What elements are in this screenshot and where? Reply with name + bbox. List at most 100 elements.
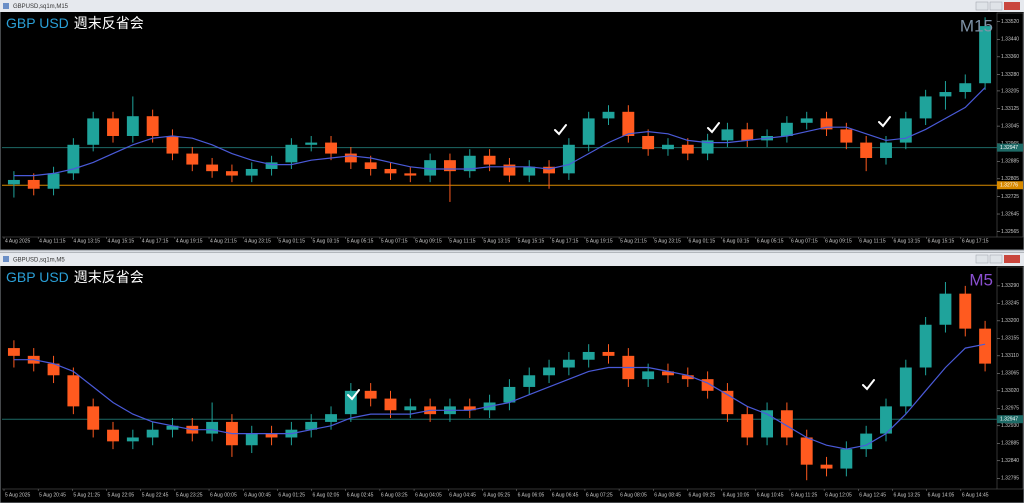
y-tick-label: 1.32645 (1001, 211, 1019, 217)
candle-body (7, 348, 20, 356)
y-tick-label: 1.32805 (1001, 176, 1019, 182)
candle-body (979, 26, 992, 84)
x-tick-label: 5 Aug 2025 (5, 492, 31, 498)
x-tick-label: 6 Aug 11:25 (791, 492, 818, 498)
candle-body (582, 118, 595, 145)
check-marks (347, 116, 891, 401)
candle-body (305, 421, 318, 430)
x-tick-label: 6 Aug 10:45 (757, 492, 784, 498)
x-tick-label: 6 Aug 07:15 (791, 238, 818, 244)
candle-body (681, 144, 694, 154)
candle-body (87, 118, 100, 145)
price-scale (996, 12, 1024, 238)
candle-body (899, 118, 912, 143)
x-tick-label: 5 Aug 20:45 (39, 492, 66, 498)
price-scale (996, 266, 1024, 490)
candle-body (146, 429, 159, 438)
candle-body (662, 144, 674, 150)
timeframe-label: M15 (960, 16, 993, 35)
price-level-tag (997, 143, 1023, 152)
title-bar[interactable] (0, 0, 1024, 12)
candle-body (562, 144, 575, 174)
window-title: GBPUSD,sq1m,M15 (13, 4, 69, 10)
x-tick-label: 6 Aug 15:15 (928, 238, 955, 244)
y-tick-label: 1.33205 (1001, 88, 1019, 94)
x-tick-label: 6 Aug 13:25 (893, 492, 920, 498)
candle-body (503, 164, 516, 176)
y-tick-label: 1.32930 (1001, 423, 1019, 429)
minimize-button[interactable] (975, 254, 989, 264)
x-tick-label: 5 Aug 22:45 (142, 492, 169, 498)
timeframe-label: M5 (969, 270, 993, 289)
symbol-label: GBP USD 週末反省会 (6, 269, 144, 285)
y-tick-label: 1.32795 (1001, 476, 1019, 482)
candle-body (780, 122, 793, 136)
candle-body (919, 96, 932, 119)
x-tick-label: 6 Aug 04:45 (449, 492, 476, 498)
candle-body (47, 363, 60, 376)
x-tick-label: 6 Aug 04:05 (415, 492, 442, 498)
check-mark (707, 122, 720, 134)
candle-body (721, 129, 734, 141)
candle-body (166, 425, 179, 430)
x-tick-label: 5 Aug 23:15 (654, 238, 681, 244)
x-tick-label: 6 Aug 14:45 (962, 492, 989, 498)
y-tick-label: 1.32840 (1001, 458, 1019, 464)
title-bar[interactable] (0, 253, 1024, 266)
x-tick-label: 6 Aug 02:05 (313, 492, 340, 498)
candle-body (602, 111, 615, 119)
x-tick-label: 6 Aug 08:45 (654, 492, 681, 498)
x-tick-label: 5 Aug 05:15 (347, 238, 374, 244)
y-tick-label: 1.33520 (1001, 19, 1019, 25)
candle-body (800, 437, 813, 465)
candle-body (523, 166, 536, 176)
x-tick-label: 6 Aug 05:25 (483, 492, 510, 498)
x-tick-label: 5 Aug 19:15 (586, 238, 613, 244)
x-tick-label: 5 Aug 03:15 (313, 238, 340, 244)
candle-body (840, 129, 853, 143)
check-mark (862, 379, 875, 391)
x-tick-label: 5 Aug 22:05 (108, 492, 135, 498)
x-tick-label: 6 Aug 05:15 (757, 238, 784, 244)
minimize-button[interactable] (975, 1, 989, 11)
candle-body (325, 142, 337, 154)
maximize-button[interactable] (989, 254, 1003, 264)
candle-body (67, 144, 80, 174)
x-tick-label: 4 Aug 11:15 (39, 238, 66, 244)
close-button[interactable] (1004, 2, 1020, 10)
candle-body (7, 179, 20, 185)
close-button[interactable] (1004, 255, 1020, 263)
candle-body (840, 449, 853, 469)
candle-body (880, 142, 892, 158)
x-tick-label: 5 Aug 11:15 (449, 238, 476, 244)
x-tick-label: 4 Aug 21:15 (210, 238, 237, 244)
candle-body (959, 83, 972, 93)
price-level-tag (997, 181, 1023, 190)
candle-body (344, 153, 357, 163)
candle-body (206, 421, 219, 434)
x-tick-label: 6 Aug 02:45 (347, 492, 374, 498)
x-tick-label: 5 Aug 13:15 (483, 238, 510, 244)
price-level-tag (997, 415, 1023, 424)
window-frame (0, 252, 1024, 503)
x-tick-label: 6 Aug 00:05 (210, 492, 237, 498)
x-tick-label: 6 Aug 06:45 (552, 492, 579, 498)
candle-body (582, 351, 595, 360)
candle-body (206, 164, 219, 172)
candle-body (761, 410, 774, 438)
x-tick-label: 6 Aug 06:05 (518, 492, 545, 498)
y-tick-label: 1.33045 (1001, 123, 1019, 129)
y-tick-label: 1.33290 (1001, 283, 1019, 289)
candle-body (107, 118, 119, 136)
caption: 週末反省会 (74, 15, 144, 31)
x-tick-label: 6 Aug 03:25 (381, 492, 408, 498)
y-tick-label: 1.33020 (1001, 388, 1019, 394)
maximize-button[interactable] (989, 1, 1003, 11)
candle-body (543, 166, 555, 174)
x-tick-label: 4 Aug 17:15 (142, 238, 169, 244)
x-tick-label: 6 Aug 09:15 (825, 238, 852, 244)
candle-body (265, 162, 278, 169)
caption: 週末反省会 (74, 269, 144, 285)
x-tick-label: 6 Aug 07:25 (586, 492, 613, 498)
